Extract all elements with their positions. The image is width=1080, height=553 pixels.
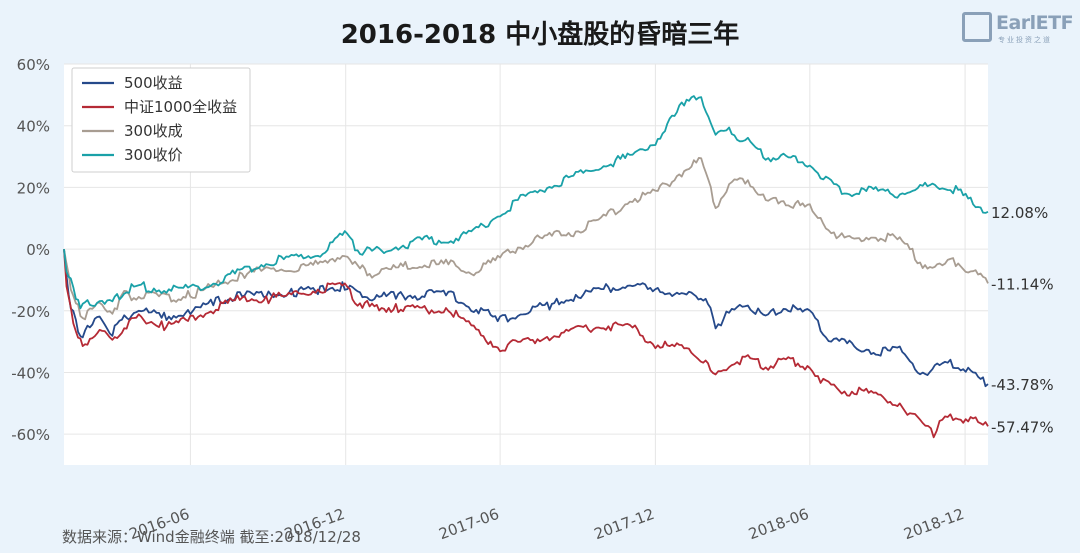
series-line: [63, 249, 989, 439]
y-tick-label: -60%: [11, 426, 50, 444]
series-line: [63, 249, 989, 388]
chart-title: 2016-2018 中小盘股的昏暗三年: [340, 20, 740, 50]
logo-subtext: 专业投资之道: [998, 36, 1052, 44]
y-tick-label: 40%: [17, 118, 50, 136]
series-line: [63, 95, 989, 310]
y-tick-label: -40%: [11, 364, 50, 382]
legend-label: 300收价: [124, 146, 183, 164]
legend-label: 中证1000全收益: [124, 98, 237, 116]
x-tick-label: 2018-06: [746, 505, 811, 543]
y-tick-label: 0%: [26, 241, 50, 259]
end-value-label: 12.08%: [991, 204, 1048, 222]
legend-box: [71, 67, 251, 173]
logo-text: EarlETF: [996, 12, 1074, 34]
end-value-label: -43.78%: [991, 376, 1054, 394]
end-value-label: -11.14%: [991, 275, 1054, 293]
x-tick-label: 2018-12: [901, 505, 966, 543]
data-source-note: 数据来源：Wind金融终端 截至:2018/12/28: [62, 528, 361, 546]
y-tick-label: 60%: [17, 56, 50, 74]
x-tick-label: 2017-12: [592, 505, 657, 543]
y-tick-label: 20%: [17, 179, 50, 197]
legend-label: 500收益: [124, 74, 183, 92]
brand-logo: EarlETF 专业投资之道: [962, 10, 1074, 44]
end-value-label: -57.47%: [991, 418, 1054, 436]
series-line: [63, 156, 989, 321]
logo-mark-icon: [962, 12, 992, 42]
legend-label: 300收成: [124, 122, 183, 140]
y-tick-label: -20%: [11, 303, 50, 321]
x-tick-label: 2017-06: [436, 505, 501, 543]
